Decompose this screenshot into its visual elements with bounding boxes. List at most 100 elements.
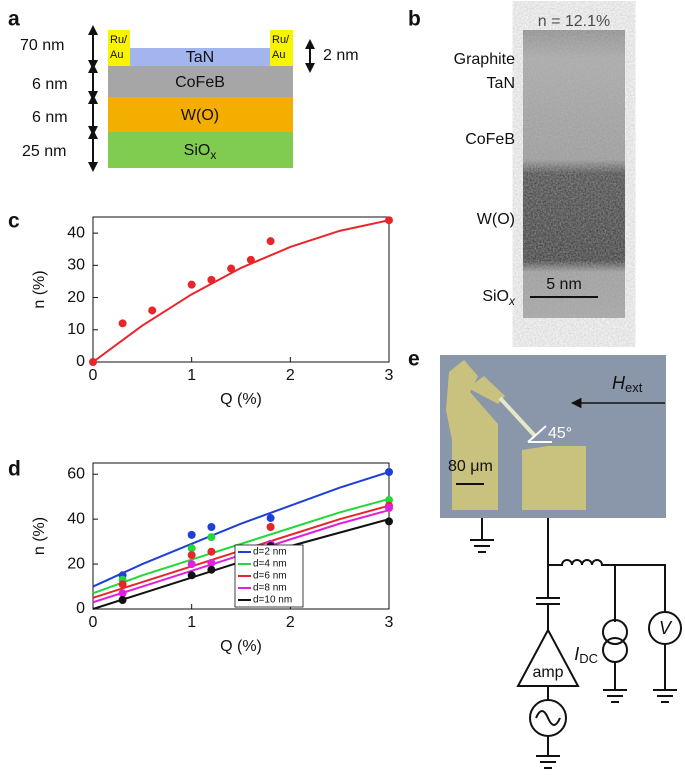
data-point bbox=[187, 280, 196, 289]
panel-letter: c bbox=[8, 210, 20, 233]
data-point bbox=[118, 589, 127, 598]
plot-frame bbox=[92, 216, 390, 363]
fit-line bbox=[92, 471, 390, 588]
x-tick-label: 1 bbox=[187, 614, 196, 631]
tem-label: W(O) bbox=[477, 211, 515, 228]
data-point bbox=[187, 544, 196, 553]
panel-letter: b bbox=[408, 8, 421, 31]
angle-line bbox=[527, 425, 547, 443]
thickness-label: 70 nm bbox=[20, 37, 64, 54]
y-tick-label: 40 bbox=[67, 224, 85, 241]
tem-label: Graphite bbox=[454, 51, 515, 68]
data-point bbox=[207, 565, 216, 574]
ground bbox=[536, 736, 560, 769]
x-tick-label: 2 bbox=[286, 367, 295, 384]
tem-label: CoFeB bbox=[465, 131, 515, 148]
x-tick-label: 3 bbox=[385, 614, 394, 631]
data-point bbox=[246, 255, 255, 264]
contact-label: Au bbox=[272, 49, 285, 61]
tem-label: SiOx bbox=[482, 288, 516, 308]
x-axis-label: Q (%) bbox=[220, 638, 262, 655]
data-point bbox=[118, 580, 127, 589]
y-axis-label: n (%) bbox=[31, 270, 48, 308]
ground bbox=[603, 662, 627, 703]
legend-label: d=4 nm bbox=[253, 559, 287, 570]
layer-label: CoFeB bbox=[175, 74, 225, 91]
wire bbox=[498, 396, 537, 438]
tem-label: SiO bbox=[482, 288, 509, 305]
current-label: I bbox=[574, 644, 579, 664]
data-point bbox=[207, 547, 216, 556]
y-tick-label: 0 bbox=[76, 353, 85, 370]
thickness-label: 6 nm bbox=[32, 76, 68, 93]
contact bbox=[108, 30, 130, 66]
data-point bbox=[266, 523, 275, 532]
contact-label: Ru/ bbox=[110, 34, 128, 46]
contact bbox=[270, 30, 293, 66]
legend-label: d=8 nm bbox=[253, 583, 287, 594]
layer bbox=[130, 48, 270, 66]
y-axis-label: n (%) bbox=[31, 517, 48, 555]
data-point bbox=[385, 216, 393, 225]
electrode bbox=[522, 446, 586, 510]
layer-label: W(O) bbox=[181, 107, 219, 124]
plot-frame bbox=[92, 462, 390, 610]
layer bbox=[108, 132, 293, 168]
data-point bbox=[187, 560, 196, 569]
data-point bbox=[385, 503, 393, 512]
data-point bbox=[207, 523, 216, 532]
x-tick-label: 0 bbox=[89, 367, 98, 384]
data-point bbox=[118, 596, 127, 605]
contact-label: Au bbox=[110, 49, 123, 61]
thickness-label: 6 nm bbox=[32, 109, 68, 126]
layer bbox=[108, 66, 293, 97]
data-point bbox=[266, 237, 275, 246]
sine bbox=[535, 710, 561, 726]
data-point bbox=[385, 467, 393, 476]
subscript: x bbox=[508, 294, 516, 308]
y-tick-label: 40 bbox=[67, 510, 85, 527]
panel-letter: e bbox=[408, 348, 420, 371]
electrode bbox=[468, 376, 505, 404]
y-tick-label: 20 bbox=[67, 555, 85, 572]
data-point bbox=[118, 319, 127, 328]
angle-label: 45° bbox=[548, 425, 572, 442]
data-point bbox=[187, 571, 196, 580]
tem-title: n = 12.1% bbox=[538, 13, 611, 30]
layer-label: SiOx bbox=[184, 142, 217, 162]
layer-label: TaN bbox=[186, 49, 214, 66]
data-point bbox=[266, 514, 275, 523]
y-tick-label: 0 bbox=[76, 600, 85, 617]
x-tick-label: 1 bbox=[187, 367, 196, 384]
scale-label: 5 nm bbox=[546, 276, 582, 293]
thickness-label: 25 nm bbox=[22, 143, 66, 160]
y-tick-label: 10 bbox=[67, 321, 85, 338]
field-label: H bbox=[612, 373, 626, 393]
fit-line bbox=[92, 219, 390, 363]
fit-line bbox=[92, 497, 390, 595]
ground bbox=[470, 518, 494, 553]
current-label: IDC bbox=[574, 644, 598, 667]
current-source bbox=[602, 637, 628, 663]
ground bbox=[653, 644, 677, 703]
subscript: DC bbox=[579, 651, 598, 666]
tem-noise bbox=[523, 30, 625, 318]
current-source bbox=[602, 619, 628, 645]
data-point bbox=[187, 551, 196, 560]
layer-label: SiO bbox=[184, 142, 211, 159]
panel-letter: d bbox=[8, 458, 21, 481]
data-point bbox=[89, 358, 97, 366]
layer bbox=[108, 97, 293, 132]
legend-label: d=2 nm bbox=[253, 547, 287, 558]
subscript: x bbox=[210, 148, 216, 162]
field-label: Hext bbox=[612, 373, 643, 396]
data-point bbox=[227, 264, 236, 273]
panel-letter: a bbox=[8, 8, 20, 31]
legend-label: d=10 nm bbox=[253, 595, 292, 606]
data-point bbox=[385, 517, 393, 526]
inductor bbox=[548, 559, 666, 622]
scale-label: 80 μm bbox=[448, 458, 493, 475]
cap-thickness: 2 nm bbox=[323, 47, 359, 64]
